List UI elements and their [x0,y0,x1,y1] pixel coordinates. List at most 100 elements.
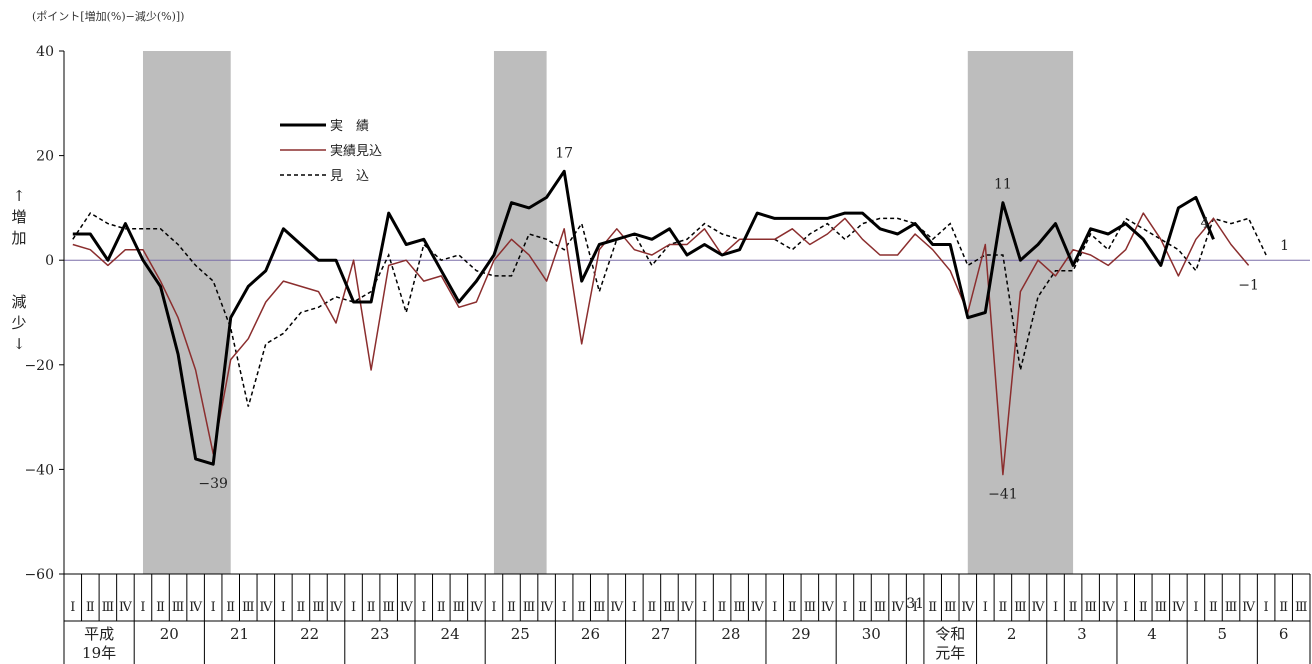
x-year-label: 4 [1147,625,1157,643]
x-quarter-label: Ⅰ [772,600,777,615]
x-quarter-label: Ⅳ [540,600,554,615]
x-quarter-label: Ⅰ [562,600,567,615]
x-quarter-label: Ⅱ [577,600,586,615]
y-top-label-char: 加 [11,229,27,247]
x-year-label: 24 [441,625,460,643]
x-year-label: 29 [792,625,811,643]
x-quarter-label: Ⅲ [453,600,466,615]
recession-shading [142,51,1074,574]
x-quarter-label: Ⅳ [681,600,695,615]
x-quarter-label: Ⅰ [842,600,847,615]
x-quarter-label: Ⅲ [593,600,606,615]
x-quarter-label: Ⅰ [983,600,988,615]
y-axis: 40 20 0 −20 −40 −60 [24,44,65,583]
x-quarter-label: Ⅲ [523,600,536,615]
y-tick-label: −40 [24,462,54,478]
x-quarter-label: Ⅲ [242,600,255,615]
x-quarter-label: Ⅱ [226,600,235,615]
x-quarter-label: Ⅰ [281,600,286,615]
x-quarter-label: Ⅱ [788,600,797,615]
x-quarter-label: Ⅲ [1084,600,1097,615]
x-quarter-label: Ⅰ [421,600,426,615]
x-quarter-label: Ⅱ [858,600,867,615]
x-quarter-label: Ⅱ [1279,600,1288,615]
data-label: 11 [994,177,1012,193]
x-quarter-label: Ⅳ [610,600,624,615]
data-label: 1 [1280,238,1289,254]
x-year-label: 令和 [935,625,965,643]
x-year-label: 19年 [82,644,116,662]
legend-label-forecast: 見 込 [330,169,369,184]
x-quarter-label: Ⅲ [733,600,746,615]
x-year-label: 21 [230,625,249,643]
x-quarter-label: Ⅱ [296,600,305,615]
x-quarter-label: Ⅲ [874,600,887,615]
y-bottom-label-char: ↓ [12,335,26,353]
unit-note: (ポイント[増加(%)−減少(%)]) [32,10,185,23]
data-label: 17 [555,145,573,161]
y-tick-label: 20 [36,149,54,165]
x-quarter-label: Ⅳ [119,600,133,615]
x-quarter-label: Ⅳ [189,600,203,615]
x-year-label: 2 [1007,625,1017,643]
x-year-label: 22 [300,625,319,643]
x-quarter-label: Ⅲ [102,600,115,615]
y-tick-label: −60 [24,567,54,583]
x-quarter-label: Ⅰ [913,600,918,615]
x-year-label: 28 [721,625,740,643]
x-quarter-label: Ⅳ [1172,600,1186,615]
x-quarter-label: Ⅰ [1123,600,1128,615]
x-quarter-label: Ⅰ [211,600,216,615]
x-year-label: 20 [160,625,179,643]
x-quarter-label: Ⅱ [367,600,376,615]
data-label: −39 [198,476,228,492]
x-quarter-label: Ⅰ [140,600,145,615]
legend-label-estimate: 実績見込 [330,143,382,159]
series-line-estimate [72,212,1250,476]
x-year-label: 5 [1217,625,1227,643]
x-quarter-label: Ⅳ [821,600,835,615]
x-quarter-label: Ⅱ [1139,600,1148,615]
x-quarter-label: Ⅲ [944,600,957,615]
x-quarter-label: Ⅳ [470,600,484,615]
x-quarter-label: Ⅱ [86,600,95,615]
y-top-label-char: 増 [11,208,27,226]
y-bottom-label: 減 少 ↓ [10,292,28,355]
x-quarter-label: Ⅲ [1295,600,1308,615]
x-quarter-label: Ⅰ [351,600,356,615]
x-quarter-label: Ⅲ [172,600,185,615]
x-quarter-label: Ⅳ [400,600,414,615]
legend-label-actual: 実 績 [330,118,369,134]
x-year-label: 3 [1077,625,1087,643]
x-year-label: 平成 [84,625,114,643]
series-lines [72,169,1267,476]
x-quarter-label: Ⅲ [382,600,395,615]
x-quarter-label: Ⅰ [491,600,496,615]
x-quarter-label: Ⅲ [1225,600,1238,615]
x-year-label: 26 [581,625,600,643]
data-label: 4 [1201,215,1210,231]
series-line-forecast [72,212,1267,407]
y-tick-label: 40 [36,44,54,60]
x-year-label: 30 [862,625,881,643]
recession-band [493,51,547,574]
y-bottom-label-char: 減 [11,293,27,311]
data-label: −41 [988,487,1018,503]
x-quarter-label: Ⅱ [998,600,1007,615]
data-label: −1 [1238,277,1259,293]
x-quarter-label: Ⅰ [70,600,75,615]
x-year-label: 31 [906,596,924,612]
x-year-label: 27 [651,625,670,643]
x-quarter-label: Ⅱ [1209,600,1218,615]
x-quarter-label: Ⅱ [1069,600,1078,615]
x-quarter-label: Ⅰ [1053,600,1058,615]
x-year-label: 23 [370,625,389,643]
x-quarter-label: Ⅰ [632,600,637,615]
x-quarter-label: Ⅱ [156,600,165,615]
x-quarter-label: Ⅱ [718,600,727,615]
x-quarter-label: Ⅰ [1264,600,1269,615]
x-quarter-label: Ⅲ [804,600,817,615]
